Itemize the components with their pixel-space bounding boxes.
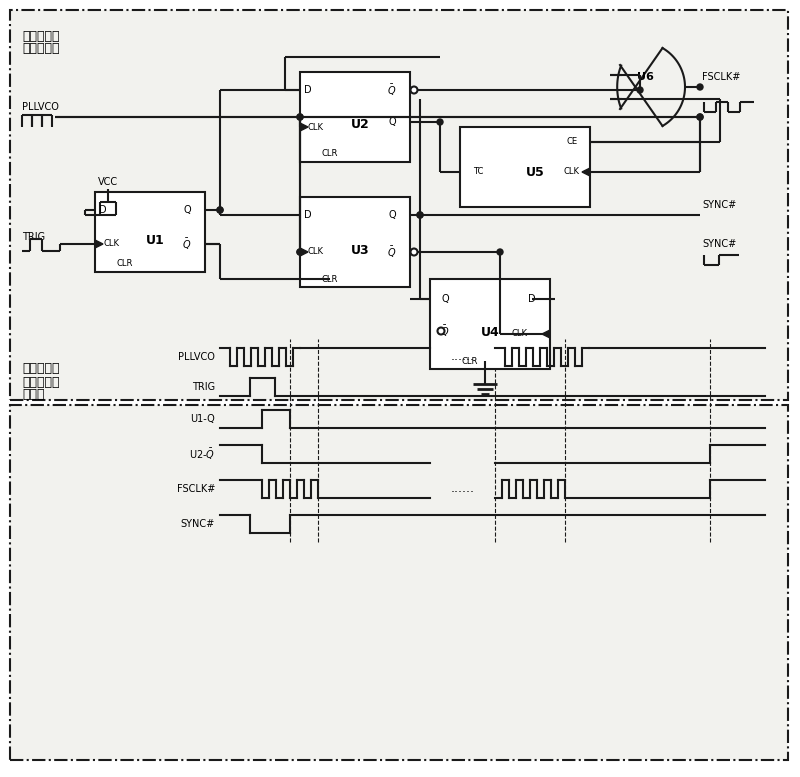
Polygon shape bbox=[95, 240, 103, 248]
Circle shape bbox=[637, 87, 643, 93]
Text: U1-Q: U1-Q bbox=[190, 414, 215, 424]
FancyBboxPatch shape bbox=[300, 197, 410, 287]
Circle shape bbox=[497, 249, 503, 255]
Text: 时序图: 时序图 bbox=[22, 388, 45, 402]
Text: U5: U5 bbox=[526, 166, 544, 179]
Text: 号产生电路: 号产生电路 bbox=[22, 43, 59, 55]
Circle shape bbox=[697, 84, 703, 90]
Circle shape bbox=[697, 114, 703, 120]
Text: FSCLK#: FSCLK# bbox=[702, 72, 740, 82]
Text: CLR: CLR bbox=[117, 260, 133, 269]
Polygon shape bbox=[582, 168, 590, 176]
Text: $\bar{Q}$: $\bar{Q}$ bbox=[387, 82, 397, 98]
Text: VCC: VCC bbox=[98, 177, 118, 187]
Text: TC: TC bbox=[473, 168, 483, 176]
Text: CLR: CLR bbox=[322, 149, 338, 159]
Text: Q: Q bbox=[183, 205, 191, 215]
Circle shape bbox=[217, 207, 223, 213]
Text: Q: Q bbox=[388, 117, 396, 127]
Text: CLK: CLK bbox=[103, 239, 119, 249]
Text: 采样控制信: 采样控制信 bbox=[22, 30, 59, 44]
Text: U3: U3 bbox=[350, 243, 370, 256]
Circle shape bbox=[417, 212, 423, 218]
Text: CLR: CLR bbox=[462, 357, 478, 365]
Text: CLK: CLK bbox=[564, 168, 580, 176]
Text: Q: Q bbox=[441, 294, 449, 304]
Circle shape bbox=[410, 86, 418, 93]
Text: U2-$\bar{Q}$: U2-$\bar{Q}$ bbox=[189, 447, 215, 462]
Circle shape bbox=[297, 114, 303, 120]
Text: FSCLK#: FSCLK# bbox=[177, 484, 215, 494]
Text: U6: U6 bbox=[637, 72, 654, 82]
Text: D: D bbox=[304, 210, 312, 220]
FancyBboxPatch shape bbox=[95, 192, 205, 272]
Circle shape bbox=[417, 212, 423, 218]
Text: ......: ...... bbox=[450, 483, 474, 496]
FancyBboxPatch shape bbox=[10, 405, 788, 760]
Polygon shape bbox=[542, 330, 550, 338]
Text: $\bar{Q}$: $\bar{Q}$ bbox=[387, 245, 397, 260]
Text: Q: Q bbox=[388, 210, 396, 220]
Circle shape bbox=[437, 119, 443, 125]
Polygon shape bbox=[300, 123, 308, 131]
Text: CE: CE bbox=[566, 138, 578, 147]
Text: U2: U2 bbox=[350, 119, 370, 131]
Text: SYNC#: SYNC# bbox=[702, 200, 736, 210]
Text: 采样控制信: 采样控制信 bbox=[22, 363, 59, 375]
Text: $\bar{Q}$: $\bar{Q}$ bbox=[182, 236, 192, 252]
Text: U1: U1 bbox=[146, 234, 164, 246]
Circle shape bbox=[297, 249, 303, 255]
Circle shape bbox=[297, 114, 303, 120]
Text: D: D bbox=[304, 85, 312, 95]
FancyBboxPatch shape bbox=[300, 72, 410, 162]
Circle shape bbox=[297, 249, 303, 255]
Circle shape bbox=[697, 114, 703, 120]
Text: ......: ...... bbox=[450, 350, 474, 364]
Circle shape bbox=[438, 327, 445, 335]
Text: PLLVCO: PLLVCO bbox=[178, 352, 215, 362]
Text: D: D bbox=[528, 294, 536, 304]
Text: 号产生电路: 号产生电路 bbox=[22, 375, 59, 388]
Text: SYNC#: SYNC# bbox=[702, 239, 736, 249]
FancyBboxPatch shape bbox=[10, 10, 788, 400]
Text: CLK: CLK bbox=[512, 329, 528, 339]
Circle shape bbox=[410, 249, 418, 256]
Text: $\bar{Q}$: $\bar{Q}$ bbox=[440, 323, 450, 339]
Text: TRIG: TRIG bbox=[22, 232, 45, 242]
Text: CLK: CLK bbox=[308, 123, 324, 131]
Text: PLLVCO: PLLVCO bbox=[22, 102, 59, 112]
Text: CLR: CLR bbox=[322, 274, 338, 284]
Text: CLK: CLK bbox=[308, 248, 324, 256]
Text: D: D bbox=[99, 205, 107, 215]
FancyBboxPatch shape bbox=[430, 279, 550, 369]
Text: TRIG: TRIG bbox=[192, 382, 215, 392]
Text: SYNC#: SYNC# bbox=[181, 519, 215, 529]
Text: U4: U4 bbox=[481, 326, 499, 339]
FancyBboxPatch shape bbox=[460, 127, 590, 207]
Polygon shape bbox=[300, 248, 308, 256]
Circle shape bbox=[217, 207, 223, 213]
